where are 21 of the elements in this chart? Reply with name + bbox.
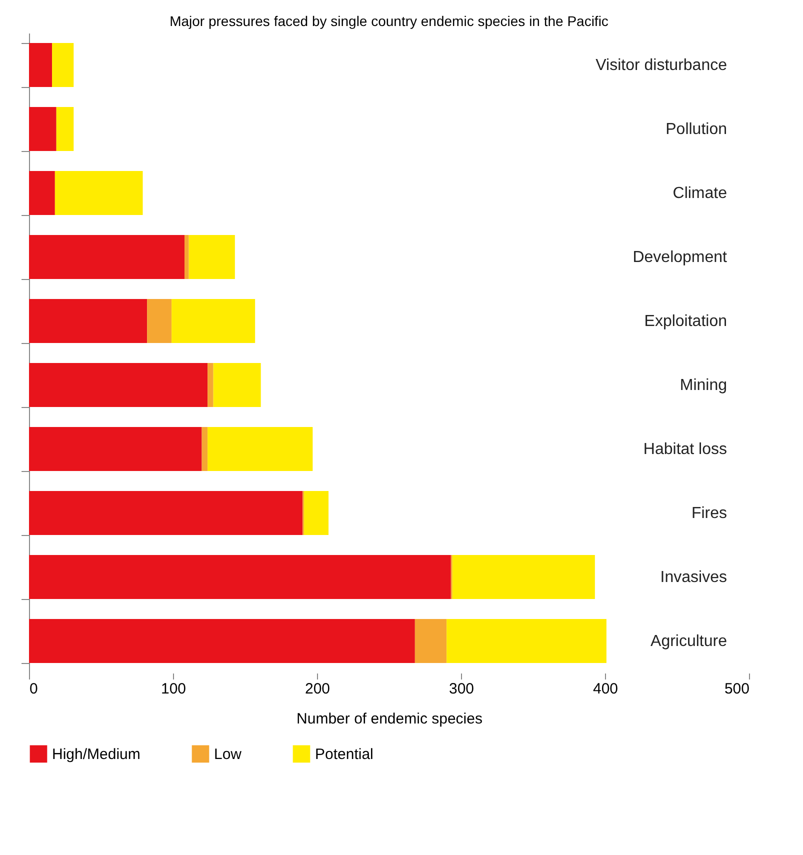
legend-label: High/Medium xyxy=(52,746,140,763)
y-tick-label: Development xyxy=(632,249,728,266)
x-tick-label: 400 xyxy=(592,680,618,698)
legend-label: Potential xyxy=(315,746,374,763)
y-tick-label: Fires xyxy=(691,505,727,522)
y-tick-label: Mining xyxy=(680,377,727,394)
x-tick-label: 200 xyxy=(304,680,330,698)
y-tick-label: Invasives xyxy=(660,569,727,586)
y-tick-label: Pollution xyxy=(666,121,727,138)
x-tick-label: 100 xyxy=(160,680,186,698)
y-tick-label: Climate xyxy=(672,185,728,202)
x-tick-label: 300 xyxy=(448,680,474,698)
legend-label: Low xyxy=(214,746,242,763)
y-tick-label: Agriculture xyxy=(650,633,728,650)
x-tick-label: 0 xyxy=(30,680,38,698)
chart-title: Major pressures faced by single country endemic species in the Pacific xyxy=(170,13,608,29)
x-axis-title: Number of endemic species xyxy=(296,710,482,728)
y-tick-label: Visitor disturbance xyxy=(596,57,728,74)
y-tick-label: Exploitation xyxy=(644,313,727,330)
y-tick-label: Habitat loss xyxy=(643,441,727,458)
x-tick-label: 500 xyxy=(724,680,750,698)
